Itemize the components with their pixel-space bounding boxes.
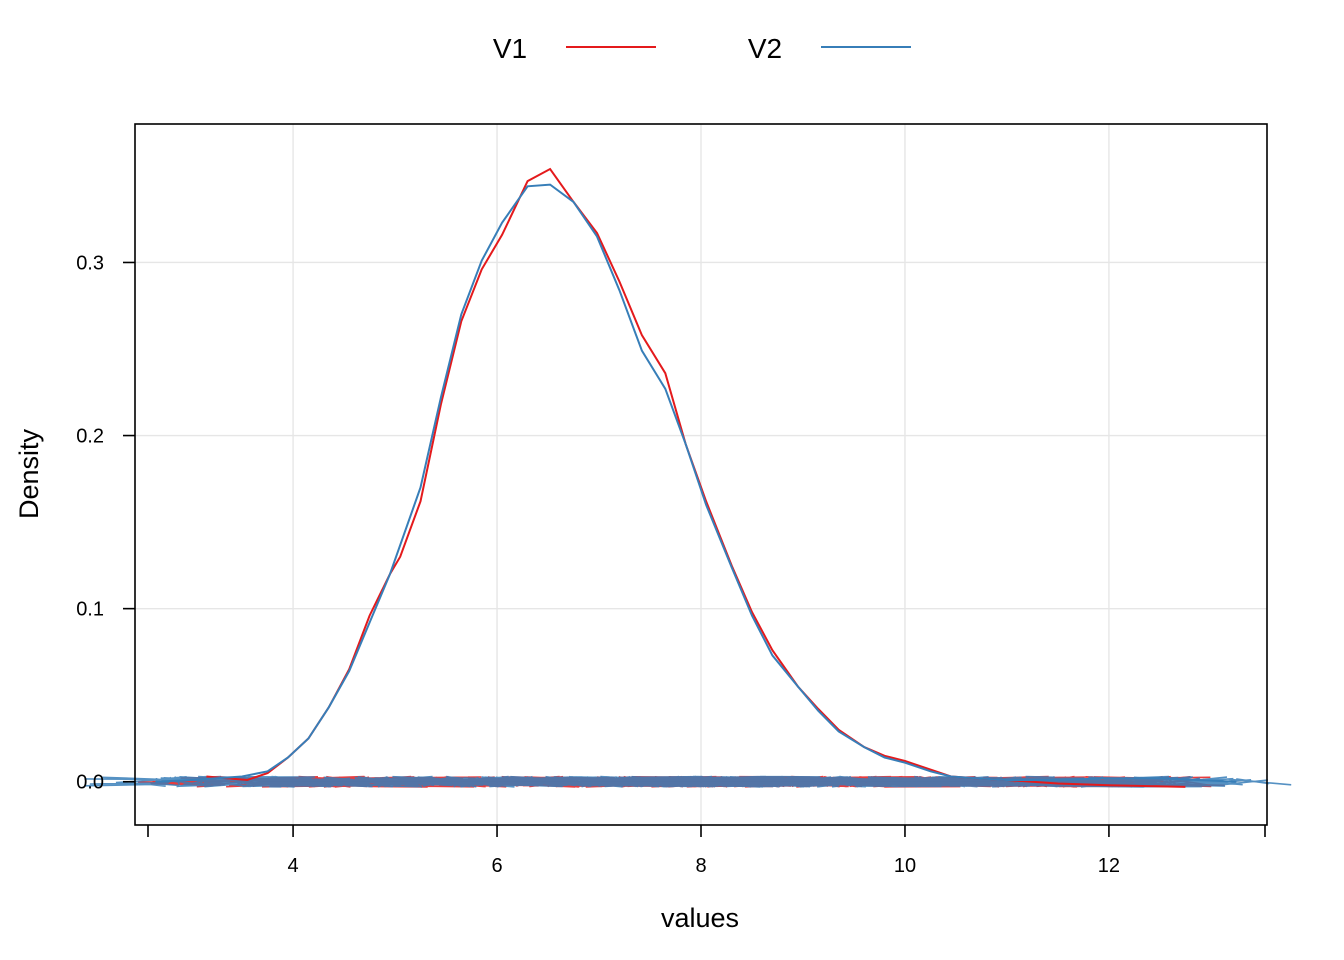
x-tick-label: 12 <box>1098 855 1120 877</box>
x-tick-label: 10 <box>894 855 916 877</box>
x-tick-label: 6 <box>491 855 502 877</box>
rug-v2 <box>84 775 1292 788</box>
y-tick-label: 0.0 <box>76 772 104 794</box>
y-tick-label: 0.2 <box>76 426 104 448</box>
series-lines <box>155 167 1237 788</box>
y-tick-label: 0.1 <box>76 599 104 621</box>
x-axis: 4 6 8 10 12 <box>147 825 1266 877</box>
grid <box>135 124 1267 825</box>
y-axis-label: Density <box>14 428 44 519</box>
legend-label-v1: V1 <box>493 33 527 64</box>
y-tick-label: 0.3 <box>76 252 104 274</box>
y-axis: 0.0 0.1 0.2 0.3 <box>76 252 135 794</box>
rug-marks <box>84 775 1292 788</box>
series-line-v2 <box>155 183 1237 783</box>
legend: V1 V2 <box>493 33 911 64</box>
x-axis-label: values <box>661 903 739 933</box>
x-tick-label: 4 <box>288 855 299 877</box>
legend-label-v2: V2 <box>748 33 782 64</box>
series-line-v1 <box>206 167 1186 788</box>
x-tick-label: 8 <box>695 855 706 877</box>
